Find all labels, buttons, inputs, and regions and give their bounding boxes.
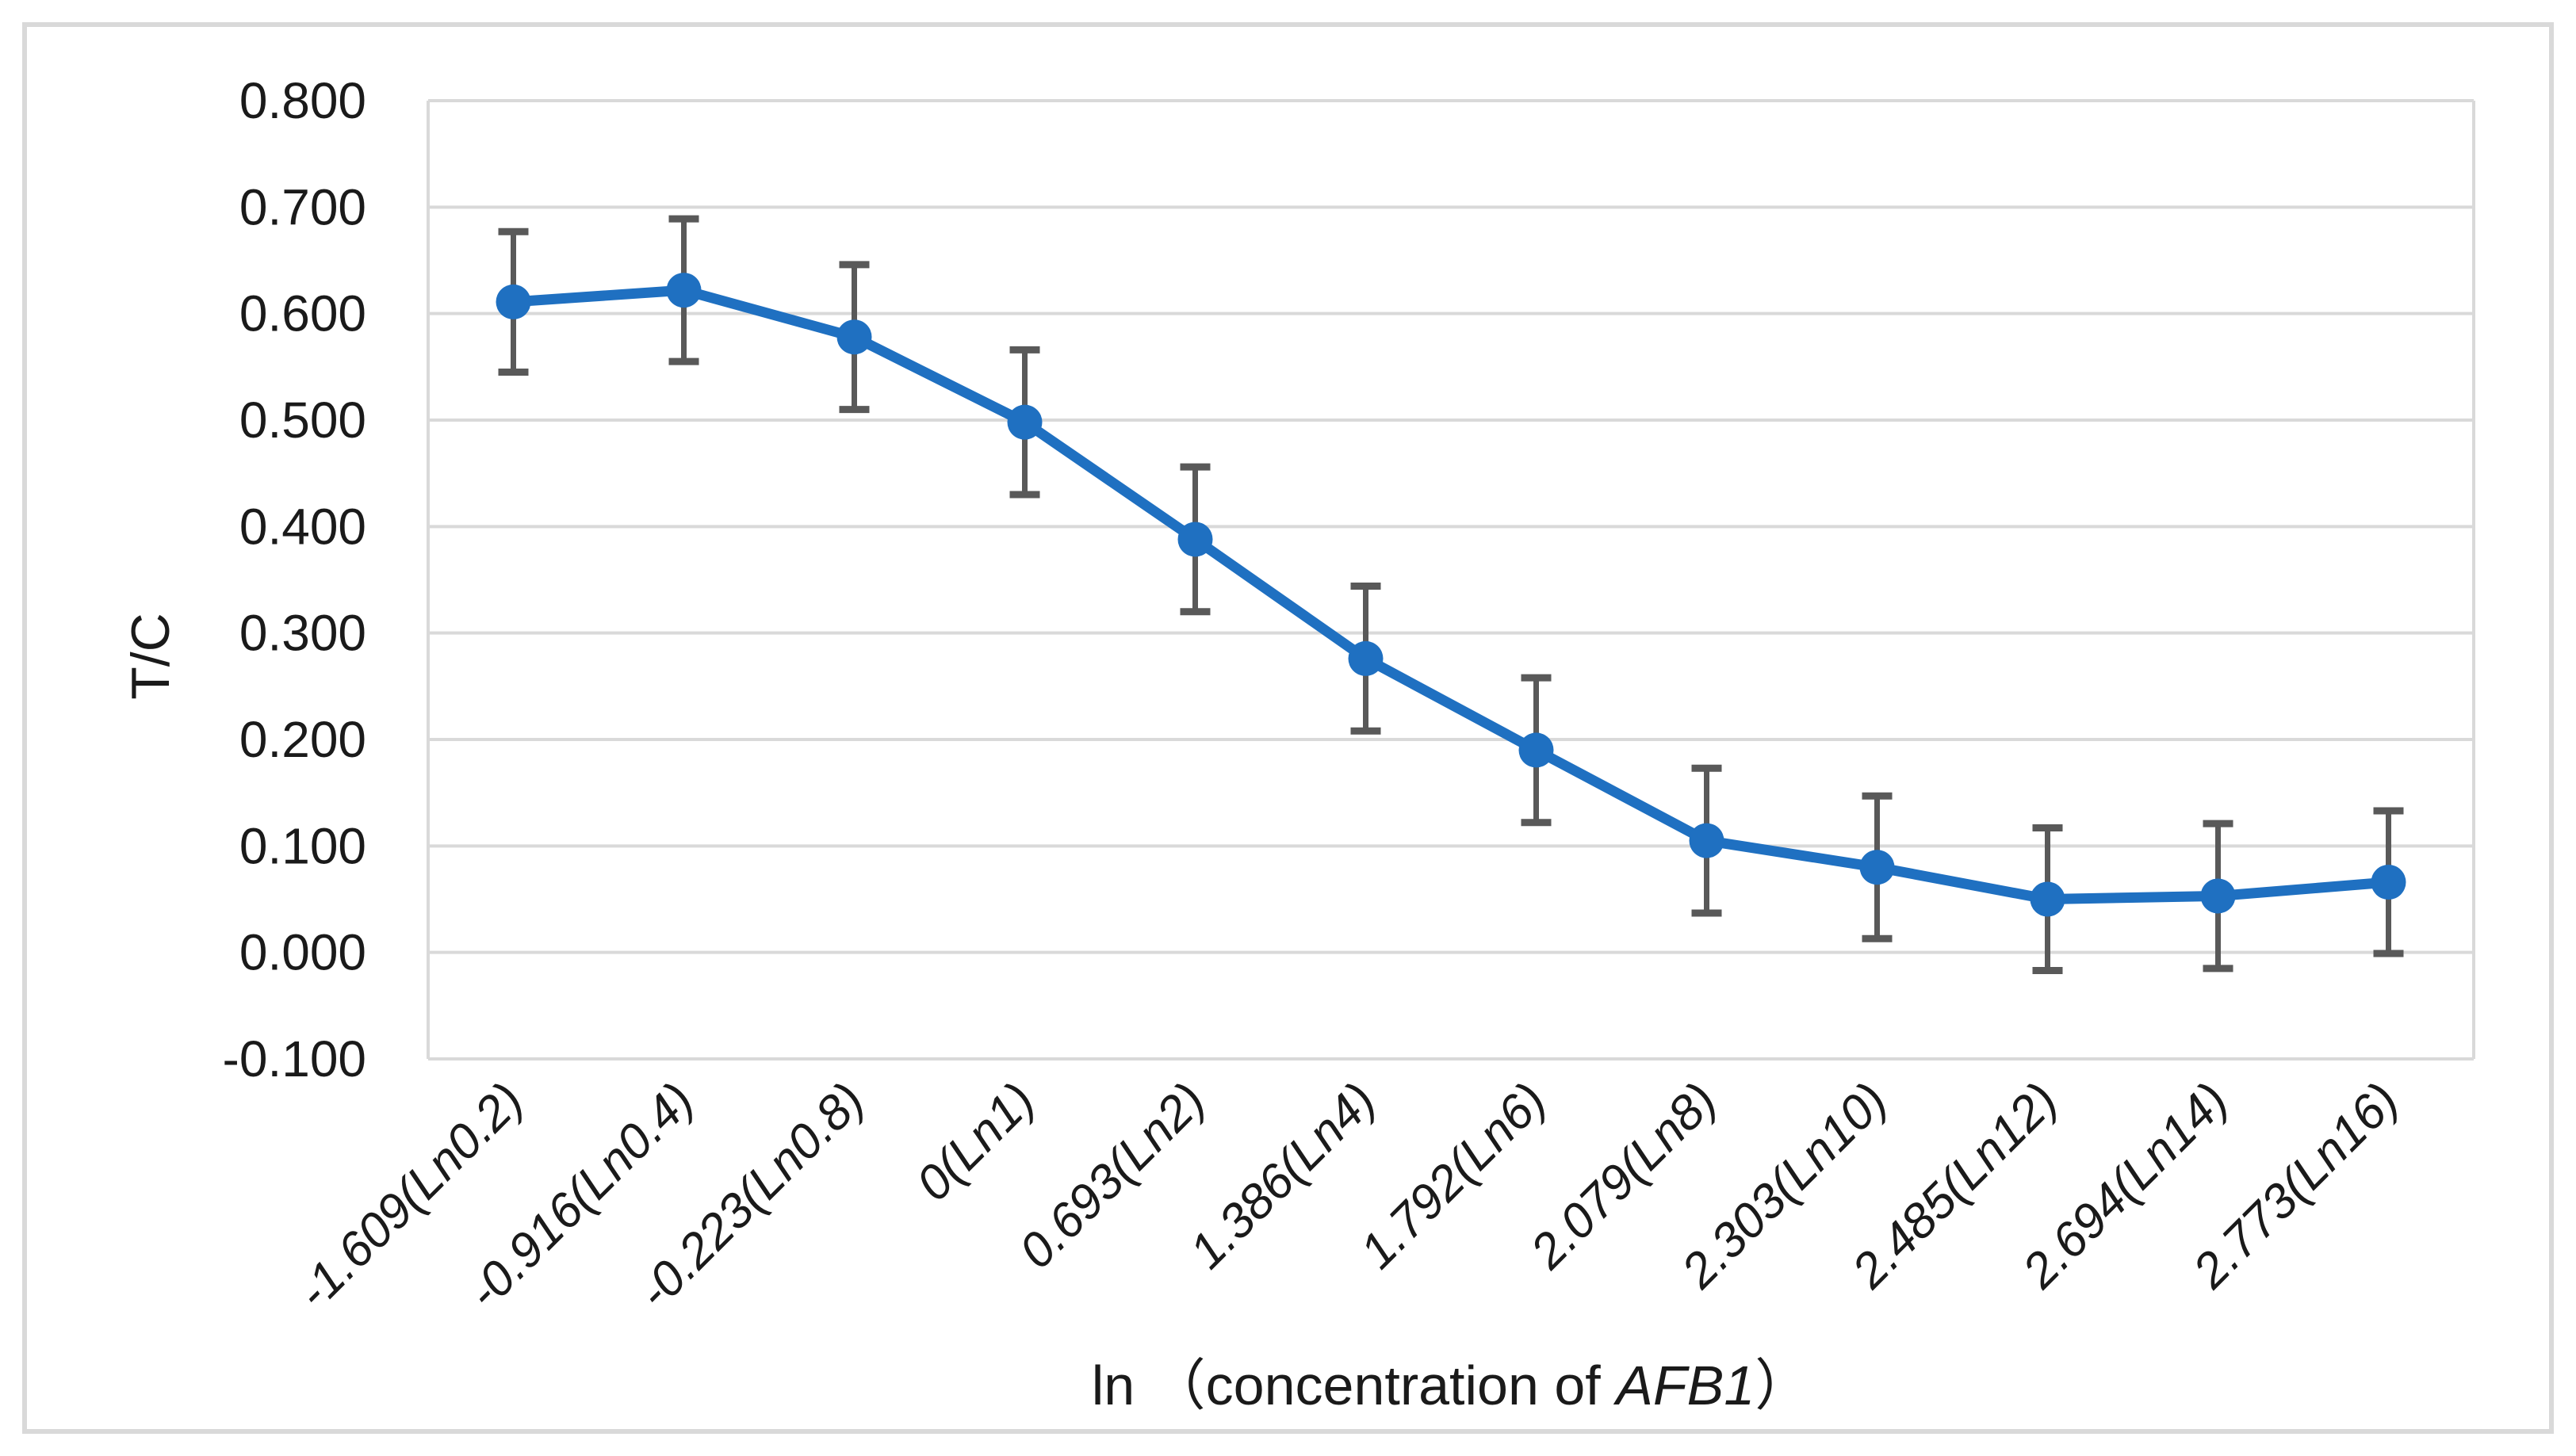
y-tick-label: 0.600 (239, 285, 366, 342)
y-tick-label: 0.000 (239, 924, 366, 981)
y-tick-label: -0.100 (223, 1030, 366, 1087)
data-point-marker (2030, 881, 2065, 917)
y-tick-label: 0.800 (239, 72, 366, 129)
data-point-marker (1177, 522, 1213, 557)
data-point-marker (2200, 878, 2236, 914)
data-point-marker (2371, 865, 2406, 900)
y-axis-title: T/C (121, 613, 181, 700)
x-tick-label: 1.386(Ln4) (1180, 1072, 1387, 1279)
x-tick-label: 0.693(Ln2) (1009, 1072, 1216, 1279)
y-tick-label: 0.400 (239, 498, 366, 555)
data-point-marker (1518, 732, 1554, 768)
x-axis-title: ln （concentration of AFB1） (428, 1341, 2474, 1421)
y-tick-label: 0.500 (239, 392, 366, 449)
data-point-marker (1689, 823, 1724, 858)
y-tick-label: 0.700 (239, 178, 366, 235)
data-point-marker (496, 284, 531, 319)
y-tick-label: 0.100 (239, 817, 366, 874)
data-point-marker (1007, 404, 1043, 440)
y-tick-label: 0.200 (239, 711, 366, 768)
x-axis-title-italic: AFB1 (1616, 1355, 1755, 1416)
y-tick-label: 0.300 (239, 605, 366, 662)
data-point-marker (666, 273, 702, 308)
data-point-marker (1348, 640, 1384, 676)
series-line (508, 285, 2394, 904)
x-tick-label: 0(Ln1) (906, 1072, 1046, 1212)
x-axis-title-suffix: ） (1755, 1355, 1811, 1416)
figure-border (22, 22, 2554, 1434)
data-point-marker (1859, 850, 1895, 885)
x-axis-title-prefix: ln （concentration of (1091, 1355, 1617, 1416)
x-tick-label: 1.792(Ln6) (1350, 1072, 1557, 1279)
data-point-marker (836, 319, 872, 355)
